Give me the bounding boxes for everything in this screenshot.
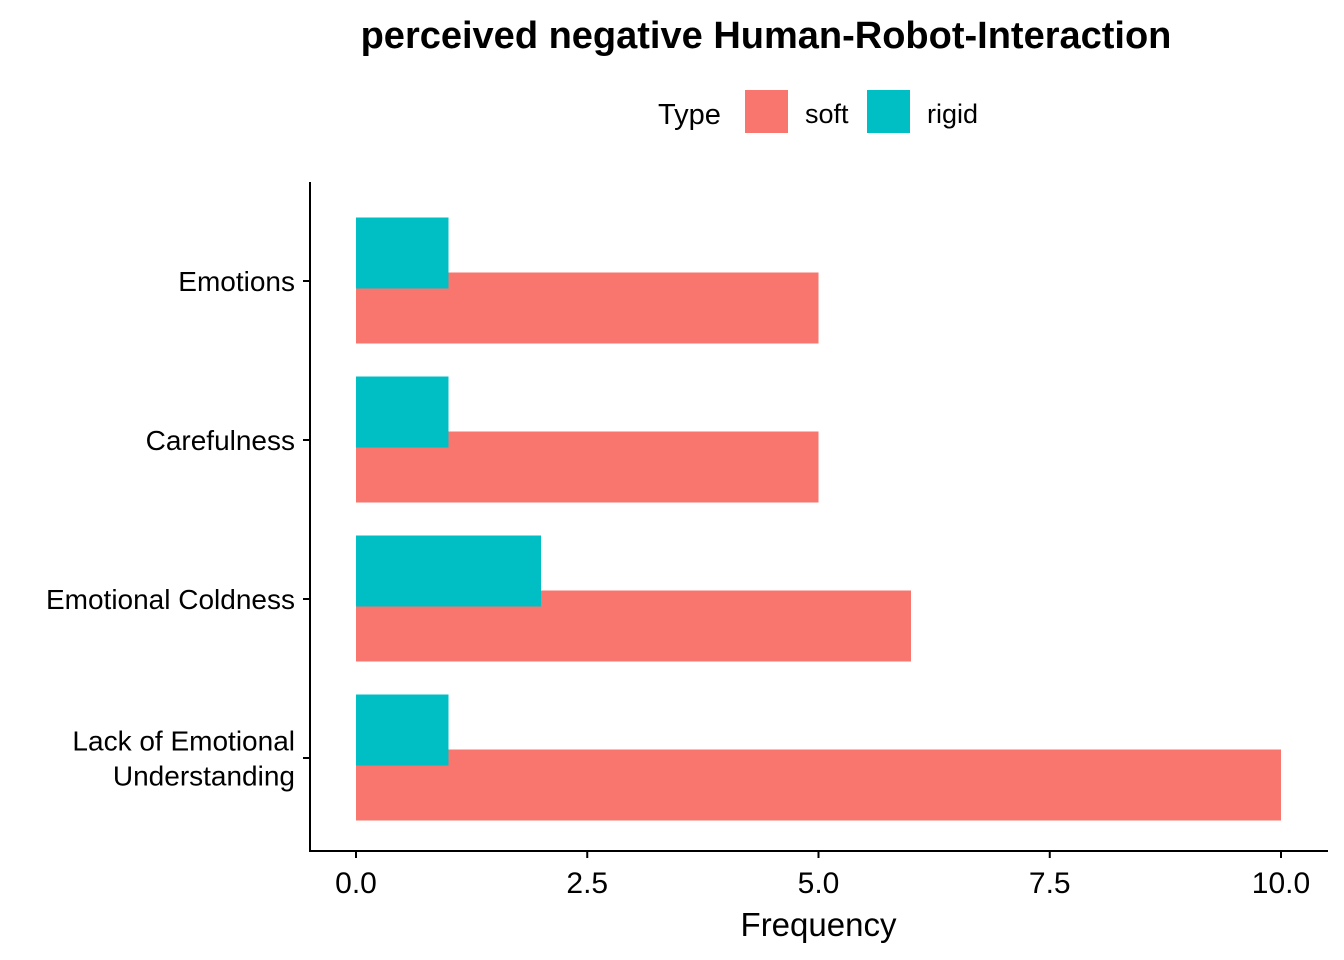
chart-title: perceived negative Human-Robot-Interacti…	[361, 15, 1172, 57]
category-label: Understanding	[113, 761, 295, 792]
x-tick-label: 0.0	[335, 867, 377, 900]
x-axis-title: Frequency	[741, 906, 897, 943]
category-label: Lack of Emotional	[72, 726, 295, 757]
x-tick-label: 2.5	[566, 867, 608, 900]
legend-label: soft	[805, 99, 849, 129]
category-label: Emotions	[178, 266, 295, 297]
bar-rigid-overlay	[356, 694, 449, 766]
category-label: Emotional Coldness	[46, 584, 295, 615]
x-tick-label: 10.0	[1252, 867, 1310, 900]
bar-rigid-overlay	[356, 217, 449, 289]
legend-title: Type	[658, 99, 721, 131]
legend-key-soft	[745, 90, 788, 133]
x-tick-label: 7.5	[1029, 867, 1071, 900]
category-label: Carefulness	[146, 425, 295, 456]
x-tick-label: 5.0	[798, 867, 840, 900]
legend-label: rigid	[927, 99, 978, 129]
bar-rigid-overlay	[356, 376, 449, 448]
legend: Type soft rigid	[658, 90, 978, 133]
plot-area: Emotions Carefulness Emotional Coldness Lac…	[46, 182, 1328, 943]
bar-rigid-overlay	[356, 535, 541, 607]
bar-soft	[356, 749, 1281, 821]
legend-key-rigid	[867, 90, 910, 133]
